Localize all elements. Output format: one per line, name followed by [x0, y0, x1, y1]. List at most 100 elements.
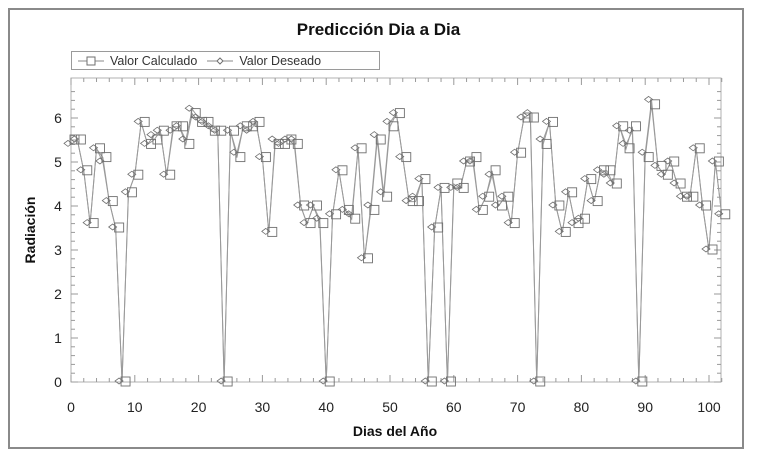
diamond-marker-icon [535, 135, 545, 143]
diamond-marker-icon [82, 219, 92, 227]
square-marker-icon [541, 138, 552, 149]
diamond-marker-icon [197, 117, 207, 125]
plot-border [70, 77, 722, 383]
diamond-marker-icon [261, 227, 271, 235]
square-marker-icon [516, 147, 527, 158]
square-marker-icon [101, 152, 112, 163]
diamond-marker-icon [573, 214, 584, 222]
y-tick-label: 1 [54, 330, 62, 346]
square-marker-icon [369, 204, 380, 215]
square-marker-icon [343, 204, 354, 215]
diamond-marker-icon [207, 56, 234, 65]
square-marker-icon [190, 108, 201, 119]
square-marker-icon [586, 174, 597, 185]
diamond-marker-icon [280, 135, 290, 143]
chart-title: Predicción Dia a Dia [296, 20, 461, 39]
diamond-marker-icon [452, 183, 462, 191]
square-marker-icon [720, 209, 731, 220]
diamond-marker-icon [554, 227, 564, 235]
square-marker-icon [356, 143, 367, 154]
diamond-marker-icon [694, 201, 705, 209]
square-marker-icon [273, 138, 284, 149]
square-marker-icon [650, 99, 661, 110]
square-marker-icon [133, 169, 144, 180]
square-marker-icon [222, 376, 233, 387]
diamond-marker-icon [69, 135, 80, 143]
square-marker-icon [178, 121, 188, 132]
square-marker-icon [637, 376, 648, 387]
chart-frame [8, 8, 744, 449]
diamond-marker-icon [363, 201, 373, 209]
square-marker-icon [535, 376, 546, 387]
diamond-marker-icon [560, 188, 571, 196]
square-marker-icon [420, 174, 431, 185]
square-marker-icon [401, 152, 412, 163]
square-marker-icon [184, 138, 195, 149]
diamond-marker-icon [599, 170, 609, 178]
x-tick-label: 80 [574, 399, 590, 415]
square-marker-icon [548, 116, 558, 127]
diamond-marker-icon [210, 126, 220, 134]
square-marker-icon [407, 196, 418, 207]
square-marker-icon [152, 134, 163, 145]
diamond-marker-icon [663, 157, 673, 165]
diamond-marker-icon [356, 254, 367, 262]
square-marker-icon [337, 165, 348, 176]
diamond-marker-icon [414, 175, 424, 183]
square-marker-icon [260, 152, 271, 163]
chart-legend: Valor Calculado Valor Deseado [71, 51, 380, 70]
square-marker-icon [503, 191, 514, 202]
square-marker-icon [682, 191, 692, 202]
square-marker-icon [624, 143, 635, 154]
square-marker-icon [560, 226, 571, 237]
x-tick-label: 40 [318, 399, 334, 415]
x-tick-label: 70 [510, 399, 526, 415]
diamond-marker-icon [133, 117, 143, 125]
series-line-0 [71, 104, 723, 383]
diamond-marker-icon [190, 113, 201, 121]
diamond-marker-icon [305, 201, 316, 209]
square-marker-icon [241, 121, 252, 132]
y-tick-label: 5 [54, 154, 62, 170]
diamond-marker-icon [241, 126, 252, 134]
square-marker-icon [471, 152, 482, 163]
diamond-marker-icon [95, 157, 105, 165]
diamond-marker-icon [650, 161, 660, 169]
diamond-marker-icon [331, 166, 341, 174]
diamond-marker-icon [165, 126, 175, 134]
square-marker-icon [382, 191, 393, 202]
x-tick-label: 50 [382, 399, 398, 415]
square-marker-icon [107, 196, 118, 207]
diamond-marker-icon [369, 131, 379, 139]
square-marker-icon [618, 121, 629, 132]
diamond-marker-icon [631, 377, 641, 385]
diamond-marker-icon [580, 175, 590, 183]
diamond-marker-icon [605, 179, 615, 187]
square-marker-icon [292, 138, 303, 149]
square-marker-icon [88, 218, 99, 229]
square-marker-icon [363, 253, 373, 264]
diamond-marker-icon [388, 109, 399, 117]
diamond-marker-icon [643, 95, 654, 103]
diamond-marker-icon [375, 188, 386, 196]
diamond-marker-icon [344, 210, 354, 218]
diamond-marker-icon [675, 192, 686, 200]
square-marker-icon [669, 156, 680, 167]
diamond-marker-icon [101, 197, 111, 205]
square-marker-icon [229, 125, 239, 136]
diamond-marker-icon [401, 197, 411, 205]
diamond-marker-icon [458, 157, 469, 165]
diamond-marker-icon [382, 117, 392, 125]
diamond-marker-icon [567, 219, 577, 227]
square-marker-icon [299, 200, 310, 211]
square-marker-icon [611, 178, 622, 189]
y-tick-label: 4 [54, 198, 62, 214]
square-marker-icon [605, 165, 616, 176]
square-marker-icon [579, 213, 590, 224]
square-marker-icon [216, 125, 227, 136]
square-marker-icon [158, 125, 169, 136]
diamond-marker-icon [254, 153, 265, 161]
diamond-marker-icon [203, 122, 214, 130]
diamond-marker-icon [222, 126, 233, 134]
